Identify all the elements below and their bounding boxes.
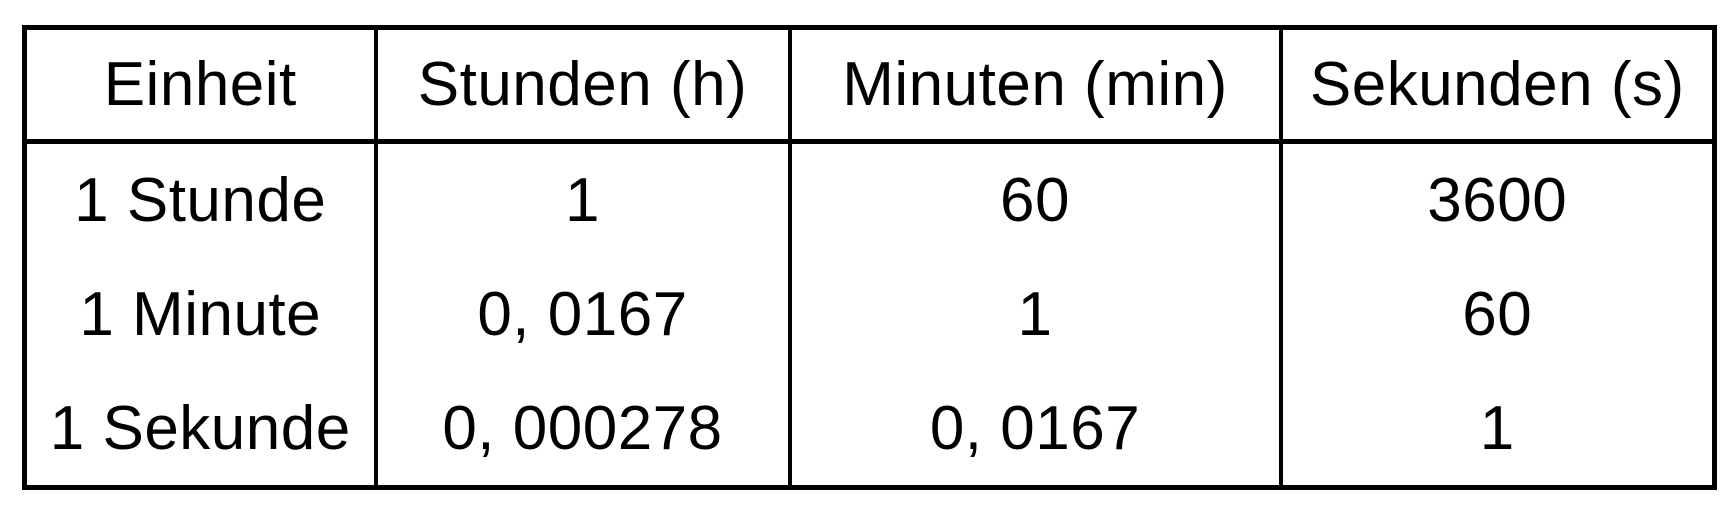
table-row-stunde: 1 Stunde 1 60 3600 — [25, 141, 1715, 257]
cell-minute-seconds: 60 — [1278, 256, 1715, 373]
header-cell-minuten: Minuten (min) — [787, 27, 1281, 144]
row-label-sekunde: 1 Sekunde — [49, 394, 351, 464]
table-header: Einheit Stunden (h) Minuten (min) Sekund… — [24, 27, 1715, 144]
header-row: Einheit Stunden (h) Minuten (min) Sekund… — [24, 27, 1715, 144]
cell-sekunde-minutes: 0, 0167 — [787, 372, 1281, 488]
cell-minute-minutes: 1 — [787, 256, 1281, 373]
time-conversion-table: Einheit Stunden (h) Minuten (min) Sekund… — [22, 25, 1717, 490]
cell-stunde-seconds: 3600 — [1278, 141, 1715, 257]
row-label-stunde: 1 Stunde — [74, 165, 327, 235]
cell-minute-hours: 0, 0167 — [373, 256, 790, 373]
header-cell-einheit: Einheit — [24, 27, 376, 144]
table-row-minute: 1 Minute 0, 0167 1 60 — [25, 256, 1715, 373]
row-label-minute: 1 Minute — [79, 279, 322, 349]
table-body: 1 Stunde 1 60 3600 1 Minute 0, 0167 1 60… — [25, 141, 1715, 488]
table-row-sekunde: 1 Sekunde 0, 000278 0, 0167 1 — [25, 372, 1715, 488]
cell-stunde-minutes: 60 — [787, 141, 1281, 257]
header-cell-stunden: Stunden (h) — [373, 27, 790, 144]
cell-stunde-hours: 1 — [373, 141, 790, 257]
header-cell-sekunden: Sekunden (s) — [1278, 27, 1715, 144]
cell-sekunde-hours: 0, 000278 — [373, 372, 790, 488]
cell-sekunde-seconds: 1 — [1278, 372, 1715, 488]
